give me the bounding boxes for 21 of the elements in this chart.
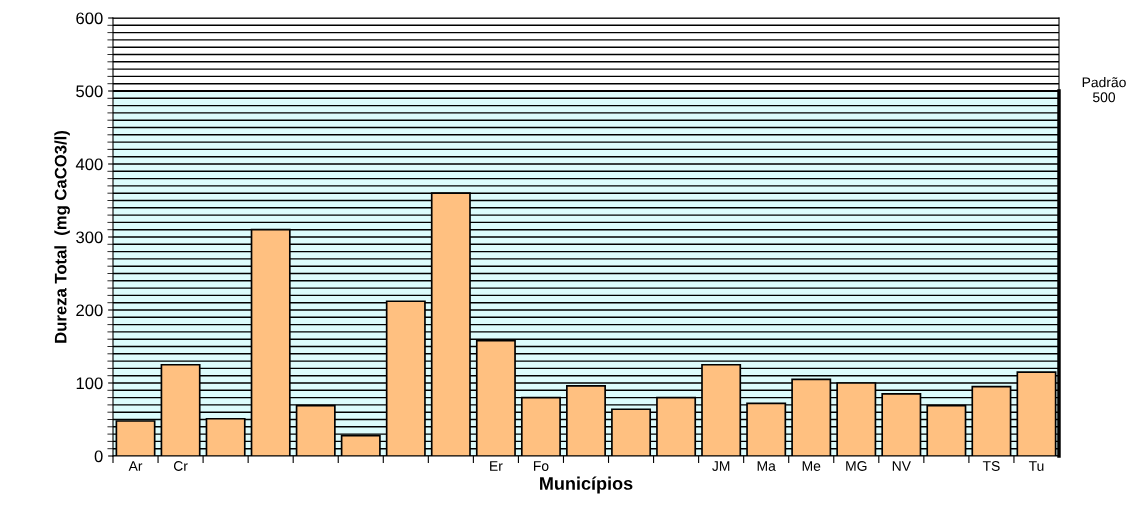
x-tick-label: NV bbox=[892, 461, 911, 471]
x-tick-label: Fo bbox=[533, 461, 549, 471]
ref-line-label: Padrão 500 bbox=[1082, 77, 1126, 103]
y-tick-label: 300 bbox=[76, 231, 103, 244]
x-tick-label: JM bbox=[712, 461, 730, 471]
x-tick-label: Er bbox=[490, 461, 503, 471]
x-tick-label: Ma bbox=[757, 461, 776, 471]
x-tick-label: TS bbox=[982, 461, 1000, 471]
y-axis-title: Dureza Total (mg CaCO3/l) bbox=[54, 131, 70, 343]
x-axis-title: Municípios bbox=[540, 476, 633, 494]
x-tick-label: MG bbox=[846, 461, 867, 471]
y-tick-label: 200 bbox=[76, 304, 103, 317]
x-tick-label: Me bbox=[802, 461, 821, 471]
x-tick-label: Ar bbox=[128, 461, 143, 471]
y-tick-label: 400 bbox=[75, 158, 103, 171]
x-tick-label: Cr bbox=[173, 461, 188, 471]
y-tick-label: 600 bbox=[76, 12, 103, 25]
y-tick-label: 0 bbox=[94, 450, 103, 463]
x-tick-label: Tu bbox=[1028, 461, 1044, 471]
y-tick-label: 100 bbox=[76, 377, 103, 390]
y-tick-label: 500 bbox=[76, 85, 103, 98]
